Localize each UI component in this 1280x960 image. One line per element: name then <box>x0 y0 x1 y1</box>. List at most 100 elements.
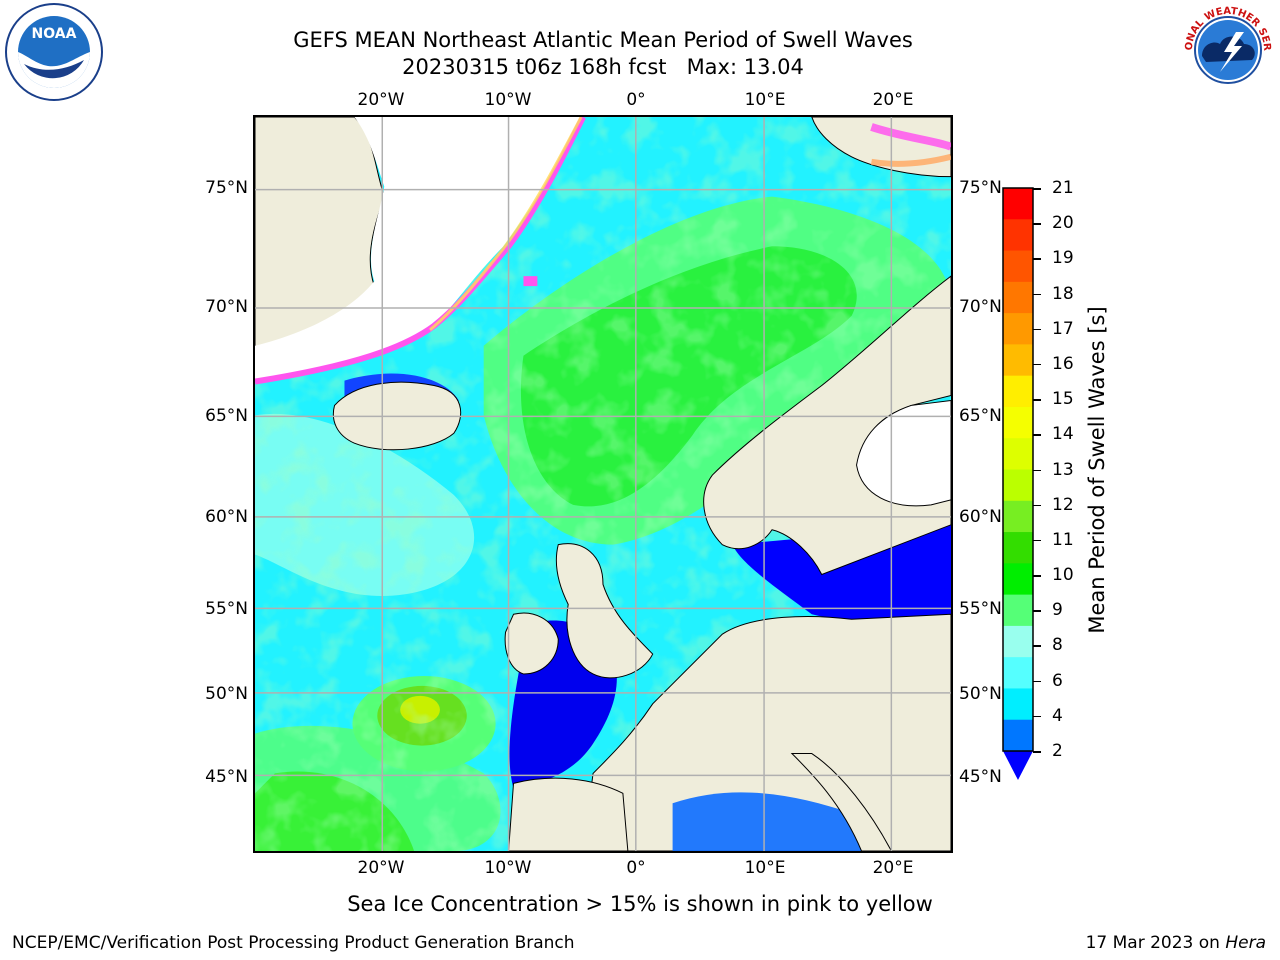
lon-label-bottom: 10°W <box>484 858 532 878</box>
lat-label-right: 65°N <box>959 406 1002 426</box>
colorbar-tick-label: 16 <box>1052 353 1074 374</box>
colorbar-tick-mark <box>1033 751 1041 753</box>
colorbar-label: Mean Period of Swell Waves [s] <box>1085 306 1109 634</box>
lat-label-left: 50°N <box>205 684 248 704</box>
colorbar-tick-label: 10 <box>1052 565 1074 586</box>
colorbar-tick-label: 21 <box>1052 178 1074 198</box>
noaa-logo-icon: NOAA <box>5 3 103 101</box>
colorbar-tick-label: 20 <box>1052 213 1074 234</box>
colorbar-tick-label: 4 <box>1052 705 1063 726</box>
lat-label-left: 65°N <box>205 406 248 426</box>
lat-label-right: 75°N <box>959 178 1002 198</box>
colorbar-band <box>1003 219 1033 252</box>
colorbar-band <box>1003 688 1033 721</box>
footer-branch: NCEP/EMC/Verification Post Processing Pr… <box>12 933 575 953</box>
colorbar-tick-mark <box>1033 293 1041 296</box>
lat-label-left: 55°N <box>205 599 248 619</box>
lat-label-left: 75°N <box>205 178 248 198</box>
colorbar-tick-label: 8 <box>1052 635 1063 656</box>
lon-label-bottom: 0° <box>626 858 646 878</box>
colorbar-tick-mark <box>1033 610 1041 612</box>
colorbar-tick-label: 17 <box>1052 318 1074 339</box>
colorbar-tick-mark <box>1033 328 1041 331</box>
colorbar-tick-label: 9 <box>1052 600 1063 621</box>
lat-label-right: 45°N <box>959 767 1002 787</box>
nws-logo-icon: NATIONAL WEATHER SERVICE <box>1180 2 1274 96</box>
colorbar-tick-mark <box>1033 258 1041 260</box>
colorbar-tick-mark <box>1033 645 1041 647</box>
colorbar-tick-mark <box>1033 223 1041 225</box>
colorbar-band <box>1003 375 1033 408</box>
lat-label-right: 70°N <box>959 297 1002 317</box>
footer-date-text: 17 Mar 2023 on <box>1085 933 1226 953</box>
map-subtitle: 20230315 t06z 168h fcst Max: 13.04 <box>402 55 804 79</box>
lat-label-left: 60°N <box>205 507 248 527</box>
europe-land <box>582 613 951 851</box>
colorbar-band <box>1003 719 1033 752</box>
colorbar-tick-mark <box>1033 399 1041 401</box>
britain-land <box>555 543 654 679</box>
italy-land <box>790 753 892 851</box>
lon-label-top: 20°E <box>872 90 914 110</box>
colorbar-band <box>1003 250 1033 283</box>
noaa-logo-text: NOAA <box>32 26 77 42</box>
colorbar-under-arrow <box>1003 751 1033 780</box>
ireland-land <box>504 612 559 675</box>
footer-date: 17 Mar 2023 on Hera <box>1086 933 1266 953</box>
gulf-of-bothnia <box>856 399 951 507</box>
map-title: GEFS MEAN Northeast Atlantic Mean Period… <box>293 28 913 52</box>
footer-machine: Hera <box>1225 933 1266 953</box>
colorbar-band <box>1003 657 1033 689</box>
lon-label-top: 0° <box>626 90 646 110</box>
jan-mayen-ice <box>523 276 538 287</box>
lon-label-bottom: 10°E <box>744 858 786 878</box>
colorbar-tick-label: 13 <box>1052 459 1074 480</box>
colorbar-band <box>1003 469 1033 502</box>
lon-label-bottom: 20°W <box>357 858 405 878</box>
colorbar-tick-mark <box>1033 539 1041 542</box>
lat-label-left: 45°N <box>205 767 248 787</box>
colorbar-tick-label: 15 <box>1052 389 1074 410</box>
colorbar-tick-mark <box>1033 680 1041 683</box>
graticule <box>255 117 951 851</box>
lon-label-top: 10°E <box>744 90 786 110</box>
lat-label-right: 60°N <box>959 507 1002 527</box>
colorbar-tick-mark <box>1033 469 1041 471</box>
colorbar-band <box>1003 625 1033 658</box>
colorbar <box>1002 187 1034 780</box>
colorbar-tick-label: 19 <box>1052 248 1074 269</box>
unshown-sea-greenland <box>255 117 584 381</box>
lat-label-right: 50°N <box>959 684 1002 704</box>
colorbar-band <box>1003 313 1033 345</box>
colorbar-band <box>1003 281 1033 314</box>
lon-label-top: 10°W <box>484 90 532 110</box>
colorbar-tick-label: 14 <box>1052 424 1074 445</box>
colorbar-band <box>1003 438 1033 470</box>
colorbar-tick-label: 18 <box>1052 283 1074 304</box>
iberia-land <box>508 777 629 851</box>
lat-label-left: 70°N <box>205 297 248 317</box>
colorbar-band <box>1003 594 1033 627</box>
lat-label-right: 55°N <box>959 599 1002 619</box>
colorbar-tick-label: 6 <box>1052 670 1063 691</box>
colorbar-band <box>1003 563 1033 596</box>
colorbar-tick-mark <box>1033 575 1041 577</box>
low-swell-baltic <box>732 524 951 622</box>
colorbar-tick-mark <box>1033 504 1041 507</box>
lon-label-bottom: 20°E <box>872 858 914 878</box>
lon-label-top: 20°W <box>357 90 405 110</box>
sea-ice-caption: Sea Ice Concentration > 15% is shown in … <box>347 892 933 916</box>
colorbar-tick-mark <box>1033 363 1041 366</box>
swell-period-map <box>253 115 953 853</box>
colorbar-band <box>1003 188 1033 220</box>
colorbar-band <box>1003 344 1033 377</box>
colorbar-tick-label: 12 <box>1052 494 1074 515</box>
colorbar-band <box>1003 406 1033 439</box>
colorbar-band <box>1003 500 1033 533</box>
colorbar-tick-mark <box>1033 715 1041 718</box>
colorbar-tick-label: 11 <box>1052 529 1074 550</box>
colorbar-tick-mark <box>1033 188 1041 190</box>
colorbar-tick-mark <box>1033 434 1041 436</box>
colorbar-tick-label: 2 <box>1052 741 1063 761</box>
colorbar-band <box>1003 532 1033 564</box>
